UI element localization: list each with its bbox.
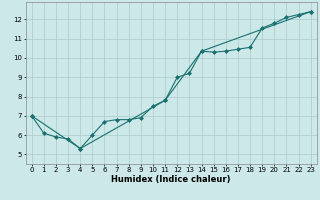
X-axis label: Humidex (Indice chaleur): Humidex (Indice chaleur)	[111, 175, 231, 184]
